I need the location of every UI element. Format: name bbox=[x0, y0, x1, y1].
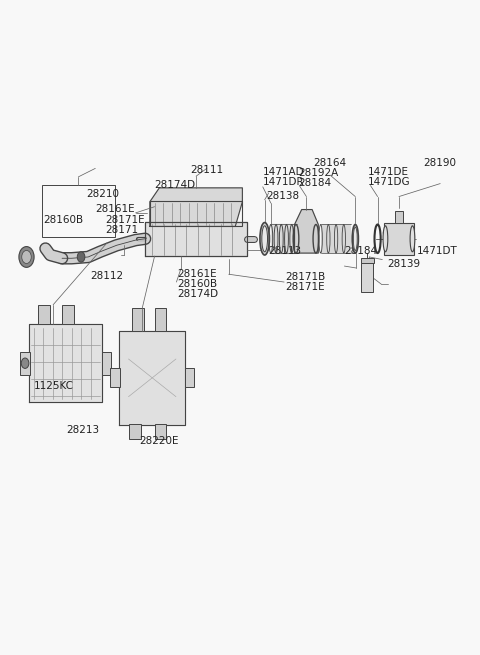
Text: 26341: 26341 bbox=[382, 232, 415, 242]
Polygon shape bbox=[119, 331, 185, 425]
Text: 28171: 28171 bbox=[105, 225, 138, 235]
Ellipse shape bbox=[410, 226, 415, 252]
Text: 28192A: 28192A bbox=[298, 168, 338, 178]
Circle shape bbox=[19, 246, 34, 267]
Circle shape bbox=[77, 252, 85, 262]
Ellipse shape bbox=[353, 227, 357, 250]
Circle shape bbox=[22, 250, 31, 263]
Text: 28174D: 28174D bbox=[178, 290, 218, 299]
Bar bbox=[102, 352, 111, 375]
Ellipse shape bbox=[383, 226, 388, 252]
Ellipse shape bbox=[262, 226, 267, 252]
Text: 28184: 28184 bbox=[344, 246, 377, 256]
Text: 28190: 28190 bbox=[424, 158, 456, 168]
Bar bbox=[62, 305, 74, 324]
Bar bbox=[42, 185, 115, 236]
Text: 1471DR: 1471DR bbox=[263, 177, 304, 187]
Ellipse shape bbox=[260, 223, 269, 255]
Bar bbox=[110, 368, 120, 387]
Bar bbox=[20, 352, 30, 375]
Bar bbox=[361, 263, 373, 292]
Bar bbox=[395, 211, 403, 223]
Bar bbox=[384, 223, 414, 255]
Bar bbox=[185, 368, 194, 387]
Text: 28138: 28138 bbox=[266, 191, 300, 200]
Text: 28171E: 28171E bbox=[285, 282, 324, 292]
Text: 1471DG: 1471DG bbox=[368, 177, 411, 187]
Polygon shape bbox=[295, 210, 318, 253]
Text: 28210: 28210 bbox=[86, 189, 119, 199]
Text: 28174D: 28174D bbox=[155, 179, 196, 189]
Bar bbox=[132, 308, 144, 331]
Text: 1471DE: 1471DE bbox=[368, 166, 409, 177]
Text: 28111: 28111 bbox=[190, 165, 223, 176]
Text: 28160B: 28160B bbox=[43, 215, 83, 225]
Bar bbox=[145, 222, 247, 256]
Text: 28213: 28213 bbox=[66, 425, 99, 435]
Bar bbox=[321, 225, 351, 253]
Polygon shape bbox=[145, 222, 247, 256]
Text: 28139: 28139 bbox=[387, 259, 420, 269]
Text: 1471DT: 1471DT bbox=[417, 246, 458, 256]
Polygon shape bbox=[150, 188, 242, 227]
Ellipse shape bbox=[352, 225, 359, 253]
Text: 28220E: 28220E bbox=[140, 436, 179, 446]
Text: 28161E: 28161E bbox=[96, 204, 135, 214]
Text: 1471AD: 1471AD bbox=[263, 166, 304, 177]
Text: 28112: 28112 bbox=[91, 271, 124, 280]
Bar bbox=[38, 305, 50, 324]
Text: 28164: 28164 bbox=[313, 158, 347, 168]
Text: 28184: 28184 bbox=[298, 178, 331, 189]
Text: 28161E: 28161E bbox=[178, 269, 217, 278]
Bar bbox=[155, 424, 167, 440]
Bar bbox=[360, 258, 374, 263]
Text: 28171E: 28171E bbox=[105, 215, 144, 225]
Text: 28113: 28113 bbox=[268, 246, 301, 256]
Text: 28160B: 28160B bbox=[178, 279, 217, 289]
Bar bbox=[155, 308, 167, 331]
Bar bbox=[130, 424, 141, 440]
Polygon shape bbox=[29, 324, 102, 402]
Text: 28171B: 28171B bbox=[285, 272, 325, 282]
Text: 1125KC: 1125KC bbox=[34, 381, 73, 391]
Bar bbox=[150, 200, 242, 227]
Circle shape bbox=[21, 358, 29, 368]
